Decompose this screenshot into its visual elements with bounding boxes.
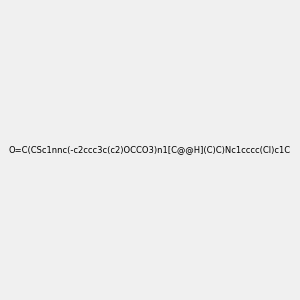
Text: O=C(CSc1nnc(-c2ccc3c(c2)OCCO3)n1[C@@H](C)C)Nc1cccc(Cl)c1C: O=C(CSc1nnc(-c2ccc3c(c2)OCCO3)n1[C@@H](C… [9, 146, 291, 154]
